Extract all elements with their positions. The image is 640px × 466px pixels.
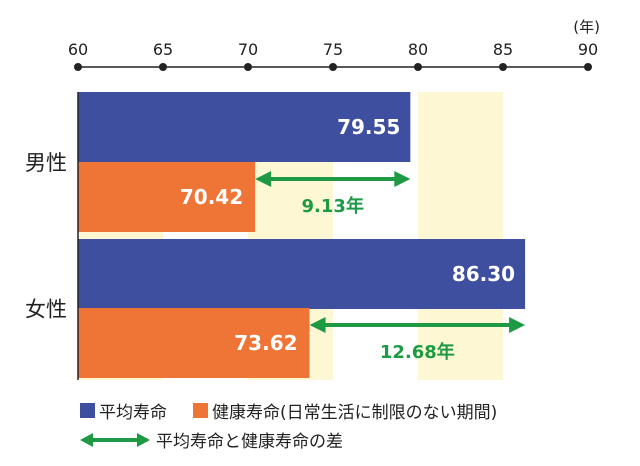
x-tick-label: 80 [408, 40, 428, 59]
x-tick-dot [159, 63, 167, 71]
bar-health-1 [78, 308, 310, 378]
grid-band [418, 92, 503, 380]
x-tick-dot [414, 63, 422, 71]
bar-health-0 [78, 162, 256, 232]
bar-label-health-0: 70.42 [180, 185, 243, 209]
bar-label-life-1: 86.30 [452, 262, 515, 286]
bar-life-0 [78, 92, 411, 162]
category-label-1: 女性 [25, 298, 67, 322]
x-tick-dot [244, 63, 252, 71]
diff-arrowhead-right-0 [394, 171, 411, 187]
diff-arrowhead-right-1 [509, 317, 526, 333]
diff-label-0: 9.13年 [302, 195, 364, 217]
x-tick-dot [329, 63, 337, 71]
x-tick-label: 90 [578, 40, 598, 59]
bar-label-health-1: 73.62 [234, 331, 297, 355]
x-tick-label: 60 [68, 40, 88, 59]
x-tick-dot [74, 63, 82, 71]
category-label-0: 男性 [25, 151, 67, 175]
bar-label-life-0: 79.55 [337, 115, 400, 139]
diff-label-1: 12.68年 [380, 341, 455, 363]
diff-arrowhead-left-1 [309, 317, 326, 333]
bar-life-1 [78, 239, 526, 309]
axis-unit: (年) [573, 18, 600, 36]
diff-arrowhead-left-0 [255, 171, 272, 187]
x-tick-label: 65 [153, 40, 173, 59]
x-tick-label: 70 [238, 40, 258, 59]
x-tick-label: 85 [493, 40, 513, 59]
x-tick-dot [499, 63, 507, 71]
x-tick-label: 75 [323, 40, 343, 59]
x-tick-dot [584, 63, 592, 71]
